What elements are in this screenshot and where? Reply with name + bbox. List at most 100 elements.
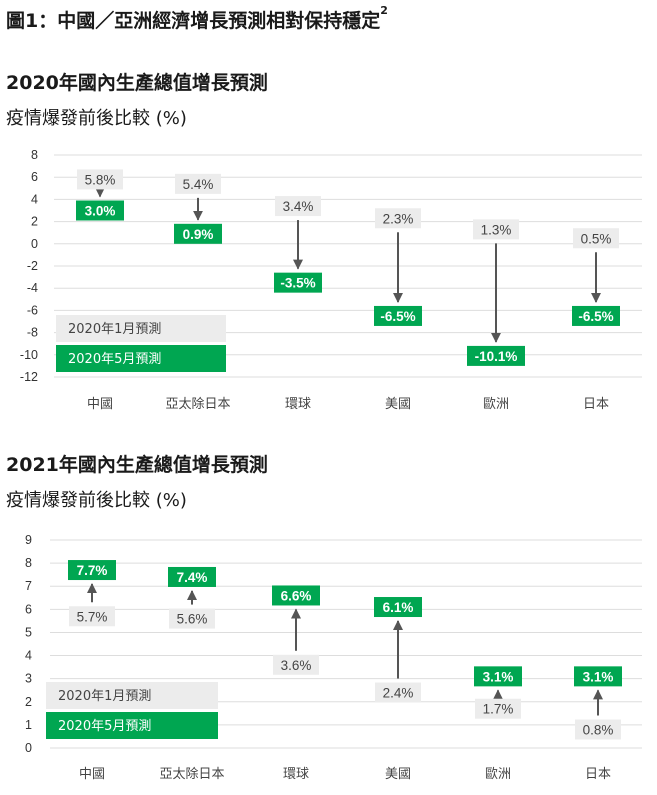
chart-2-y-tick: 5 xyxy=(25,625,32,639)
chart-1-may-label-text: -10.1% xyxy=(475,349,518,364)
chart-1-jan-label-text: 3.4% xyxy=(283,199,314,214)
chart-1-may-label: 3.0% xyxy=(76,200,124,221)
chart-2-may-label-text: 7.7% xyxy=(77,563,108,578)
chart-2-may-label: 6.1% xyxy=(374,597,422,618)
chart-1-may-label-text: 0.9% xyxy=(183,227,214,242)
chart-1-may-label-box xyxy=(467,345,525,366)
chart-2-may-label-box xyxy=(168,566,216,587)
chart-1-category-label: 中國 xyxy=(87,397,113,412)
chart-1-y-tick: 0 xyxy=(31,237,38,251)
chart-1-jan-label: 5.4% xyxy=(175,173,221,194)
chart-2-jan-label-text: 5.7% xyxy=(77,609,108,624)
chart-2-jan-label-box xyxy=(273,654,319,675)
chart-1-jan-label: 3.4% xyxy=(275,196,321,217)
chart-2-y-tick: 2 xyxy=(25,695,32,709)
chart-2-may-label-box xyxy=(374,597,422,618)
chart-2-x-axis: 中國 亞太除日本 環球 美國 歐洲 日本 xyxy=(79,767,611,782)
chart-2-legend-jan-swatch xyxy=(46,682,218,709)
chart-2-may-label-box xyxy=(272,585,320,606)
chart-1-may-label-text: -3.5% xyxy=(280,276,315,291)
chart-2-jan-label: 2.4% xyxy=(375,682,421,703)
chart-2-jan-label: 3.6% xyxy=(273,654,319,675)
chart-1-jan-label-box xyxy=(573,228,619,249)
chart-2-may-label-text: 3.1% xyxy=(583,669,614,684)
chart-2-jan-label-text: 3.6% xyxy=(281,658,312,673)
chart-2-category-label: 中國 xyxy=(79,767,105,782)
chart-1: 8 6 4 2 0 -2 -4 -6 -8 -10 -12 中國 亞太除日本 環球 美國 歐洲 日本 2020年1… xyxy=(20,148,642,412)
chart-1-y-tick: -12 xyxy=(20,370,38,384)
chart-2-y-tick: 4 xyxy=(25,649,32,663)
chart-2-y-tick: 6 xyxy=(25,602,32,616)
chart-2-may-label-box xyxy=(474,666,522,687)
chart-1-legend: 2020年1月預測 2020年5月預測 xyxy=(56,315,226,372)
chart-1-may-label-box xyxy=(572,305,620,326)
chart-2-jan-label: 0.8% xyxy=(575,719,621,740)
chart-2-jan-label-box xyxy=(575,719,621,740)
chart-2-jan-label: 5.7% xyxy=(69,606,115,627)
chart-1-category-label: 歐洲 xyxy=(483,397,509,412)
chart-2-legend-jan-label: 2020年1月預測 xyxy=(58,689,151,704)
chart-1-jan-label-text: 2.3% xyxy=(383,211,414,226)
chart-2-may-label: 7.7% xyxy=(68,560,116,581)
chart-1-jan-label-box xyxy=(77,169,123,190)
figure-title-text: 圖1：中國／亞洲經濟增長預測相對保持穩定 xyxy=(6,10,381,32)
chart-2-jan-label-box xyxy=(169,608,215,629)
figure-title: 圖1：中國／亞洲經濟增長預測相對保持穩定2 xyxy=(6,4,388,33)
chart-2-category-label: 環球 xyxy=(283,767,309,782)
chart-1-may-label: 0.9% xyxy=(174,223,222,244)
chart-2-jan-label: 1.7% xyxy=(475,698,521,719)
figure-footnote: 2 xyxy=(380,4,388,17)
chart-1-jan-label-text: 0.5% xyxy=(581,231,612,246)
chart-1-y-tick: 8 xyxy=(31,148,38,162)
chart-2-y-tick: 0 xyxy=(25,741,32,755)
chart-2-may-label: 3.1% xyxy=(574,666,622,687)
chart-2-jan-label-text: 0.8% xyxy=(583,723,614,738)
chart-1-legend-may-swatch xyxy=(56,345,226,372)
chart-1-may-label-box xyxy=(274,272,322,293)
chart-2-jan-label-text: 5.6% xyxy=(177,612,208,627)
chart-1-jan-label-box xyxy=(175,173,221,194)
chart-2-y-tick: 3 xyxy=(25,672,32,686)
chart-2-subtitle: 疫情爆發前後比較 (%) xyxy=(6,490,187,511)
chart-1-may-label-text: -6.5% xyxy=(578,309,613,324)
chart-1-jan-label: 5.8% xyxy=(77,169,123,190)
chart-1-jan-label-box xyxy=(473,219,519,240)
chart-1-category-label: 日本 xyxy=(583,397,609,412)
chart-2-legend-may-swatch xyxy=(46,712,218,739)
chart-1-may-label: -6.5% xyxy=(374,305,422,326)
chart-1-jan-label: 1.3% xyxy=(473,219,519,240)
chart-1-jan-label-box xyxy=(375,208,421,229)
chart-2-may-label: 3.1% xyxy=(474,666,522,687)
chart-2-jan-label-box xyxy=(475,698,521,719)
chart-2-jan-label: 5.6% xyxy=(169,608,215,629)
chart-1-title: 2020年國內生產總值增長預測 xyxy=(6,72,268,94)
chart-1-may-label-box xyxy=(374,305,422,326)
chart-1-legend-jan-label: 2020年1月預測 xyxy=(68,322,161,337)
chart-2-marks: 5.7% 7.7% 5.6% 7.4% 3.6% 6.6% 2.4% 6.1% 1.7% 3.1%… xyxy=(68,560,622,740)
chart-1-y-tick: -2 xyxy=(27,259,38,273)
chart-1-subtitle: 疫情爆發前後比較 (%) xyxy=(6,108,187,129)
chart-2-may-label-box xyxy=(574,666,622,687)
chart-1-category-label: 美國 xyxy=(385,397,411,412)
chart-2-legend-may-label: 2020年5月預測 xyxy=(58,719,151,734)
chart-2-gridlines xyxy=(50,539,642,749)
chart-1-y-tick: 2 xyxy=(31,215,38,229)
chart-2-y-axis: 9 8 7 6 5 4 3 2 1 0 xyxy=(25,533,32,755)
chart-1-category-label: 環球 xyxy=(285,397,311,412)
chart-2-y-tick: 8 xyxy=(25,556,32,570)
chart-1-y-tick: -6 xyxy=(27,303,38,317)
chart-2-jan-label-text: 2.4% xyxy=(383,686,414,701)
chart-1-y-axis: 8 6 4 2 0 -2 -4 -6 -8 -10 -12 xyxy=(20,148,38,384)
chart-1-legend-jan-swatch xyxy=(56,315,226,342)
chart-2-may-label-text: 3.1% xyxy=(483,669,514,684)
chart-1-y-tick: -8 xyxy=(27,326,38,340)
chart-1-may-label-box xyxy=(76,200,124,221)
chart-2-may-label-text: 6.6% xyxy=(281,588,312,603)
chart-1-y-tick: 6 xyxy=(31,170,38,184)
chart-1-marks: 5.8% 3.0% 5.4% 0.9% 3.4% -3.5% 2.3% -6.5% 1.3% -1… xyxy=(76,169,620,366)
chart-2-y-tick: 7 xyxy=(25,579,32,593)
chart-2-may-label-text: 6.1% xyxy=(383,600,414,615)
chart-1-jan-label-box xyxy=(275,196,321,217)
chart-2-jan-label-text: 1.7% xyxy=(483,702,514,717)
